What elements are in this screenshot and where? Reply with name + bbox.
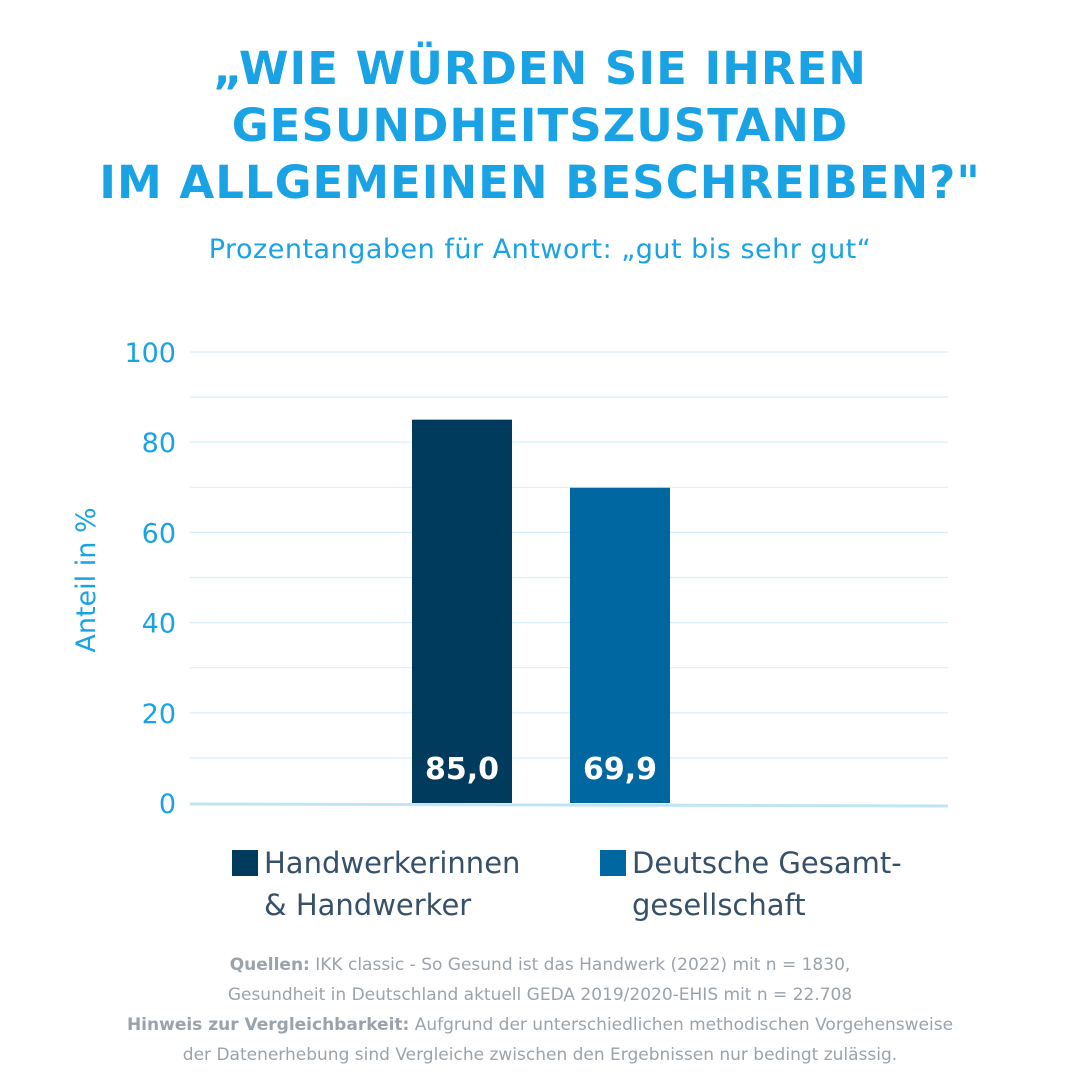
- chart-title: „Wie würden Sie Ihren Gesundheitszustand…: [0, 40, 1080, 211]
- y-axis-label: Anteil in %: [71, 507, 102, 652]
- gridlines: [190, 351, 948, 759]
- y-axis-ticks: 0 20 40 60 80 100: [124, 338, 176, 820]
- y-tick-label: 60: [142, 518, 176, 549]
- hint-line-2: der Datenerhebung sind Vergleiche zwisch…: [182, 1045, 898, 1065]
- title-line-3: im Allgemeinen beschreiben?": [99, 156, 981, 209]
- hint-label: Hinweis zur Vergleichbarkeit:: [126, 1015, 410, 1035]
- chart-subtitle: Prozentangaben für Antwort: „gut bis seh…: [208, 234, 872, 265]
- legend-label-line: gesellschaft: [632, 888, 806, 922]
- hint-line-1: Aufgrund der unterschiedlichen methodisc…: [414, 1015, 954, 1035]
- bar-chart: 0 20 40 60 80 100 Anteil in % 85,0 69,9: [71, 338, 949, 820]
- y-tick-label: 80: [142, 428, 176, 459]
- title-line-1: „Wie würden Sie Ihren: [213, 42, 867, 95]
- bar-value-labels: 85,0 69,9: [425, 752, 657, 787]
- title-line-2: Gesundheitszustand: [231, 99, 849, 152]
- y-tick-label: 0: [159, 789, 176, 820]
- y-tick-label: 20: [142, 699, 176, 730]
- x-axis-baseline: [189, 802, 949, 808]
- sources-label: Quellen:: [229, 955, 310, 975]
- legend-swatch-gesamtgesellschaft: [600, 850, 626, 876]
- legend-label-line: Handwerkerinnen: [264, 846, 521, 880]
- bar: [412, 419, 512, 803]
- bar-value-label: 85,0: [425, 752, 499, 787]
- sources-line-2: Gesundheit in Deutschland aktuell GEDA 2…: [227, 985, 853, 1005]
- y-tick-label: 40: [142, 609, 176, 640]
- sources-line-1: IKK classic - So Gesund ist das Handwerk…: [315, 955, 851, 975]
- bar-value-label: 69,9: [583, 752, 657, 787]
- source-notes: Quellen: IKK classic - So Gesund ist das…: [0, 950, 1080, 1070]
- bar: [570, 487, 670, 803]
- legend-label-line: & Handwerker: [264, 888, 472, 922]
- y-tick-label: 100: [124, 338, 176, 369]
- bars: [412, 419, 670, 803]
- legend-swatch-handwerker: [232, 850, 258, 876]
- legend-label-line: Deutsche Gesamt-: [632, 846, 902, 880]
